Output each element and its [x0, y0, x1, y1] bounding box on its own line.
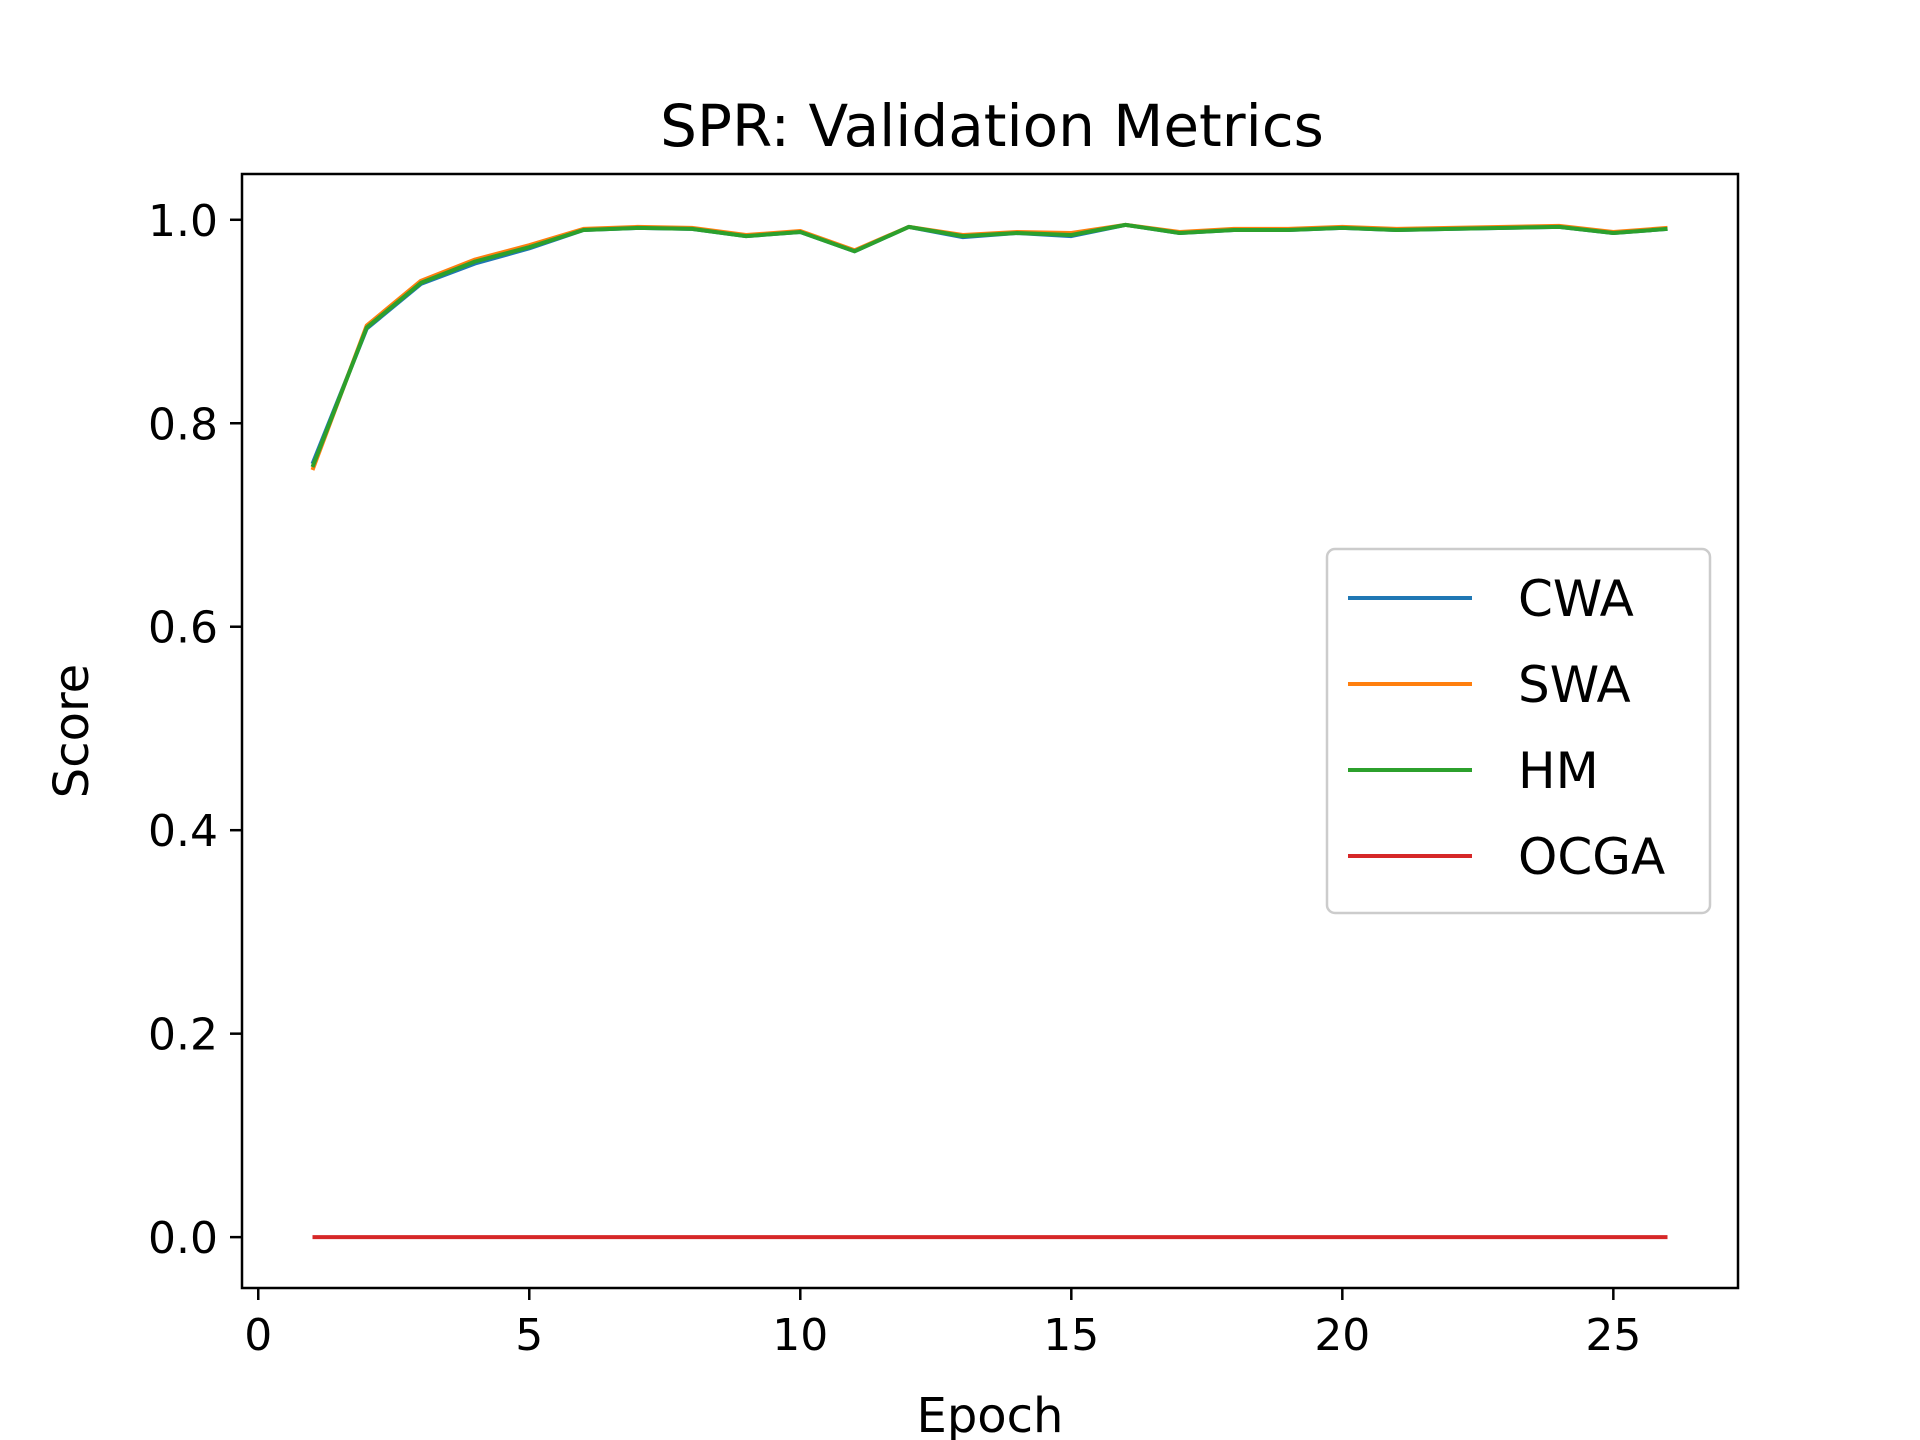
x-tick-label: 0 — [244, 1310, 272, 1361]
y-axis: 0.0 0.2 0.4 0.6 0.8 1.0 — [148, 196, 242, 1264]
x-axis-label: Epoch — [917, 1388, 1064, 1440]
x-tick-label: 20 — [1314, 1310, 1370, 1361]
plot-frame — [240, 172, 1740, 1290]
legend-label-hm: HM — [1518, 742, 1599, 800]
y-tick-label: 0.8 — [148, 399, 218, 450]
series-layer — [310, 222, 1668, 1240]
y-tick-label: 0.6 — [148, 603, 218, 654]
x-tick-label: 25 — [1585, 1310, 1641, 1361]
legend-label-cwa: CWA — [1518, 570, 1634, 628]
y-tick-label: 0.2 — [148, 1010, 218, 1061]
x-axis: 0 5 10 15 20 25 — [244, 1288, 1641, 1361]
legend: CWA SWA HM OCGA — [1325, 547, 1712, 915]
legend-label-ocga: OCGA — [1518, 828, 1665, 886]
legend-frame — [1325, 547, 1712, 915]
series-line-hm — [310, 222, 1668, 468]
series-line-cwa — [310, 222, 1668, 465]
x-tick-label: 5 — [515, 1310, 543, 1361]
y-tick-label: 0.4 — [148, 806, 218, 857]
legend-label-swa: SWA — [1518, 656, 1631, 714]
y-tick-label: 1.0 — [148, 196, 218, 247]
chart-title: SPR: Validation Metrics — [660, 92, 1324, 160]
x-tick-label: 10 — [772, 1310, 828, 1361]
y-tick-label: 0.0 — [148, 1213, 218, 1264]
series-line-swa — [310, 222, 1668, 471]
y-axis-label: Score — [44, 664, 100, 798]
x-tick-label: 15 — [1043, 1310, 1099, 1361]
